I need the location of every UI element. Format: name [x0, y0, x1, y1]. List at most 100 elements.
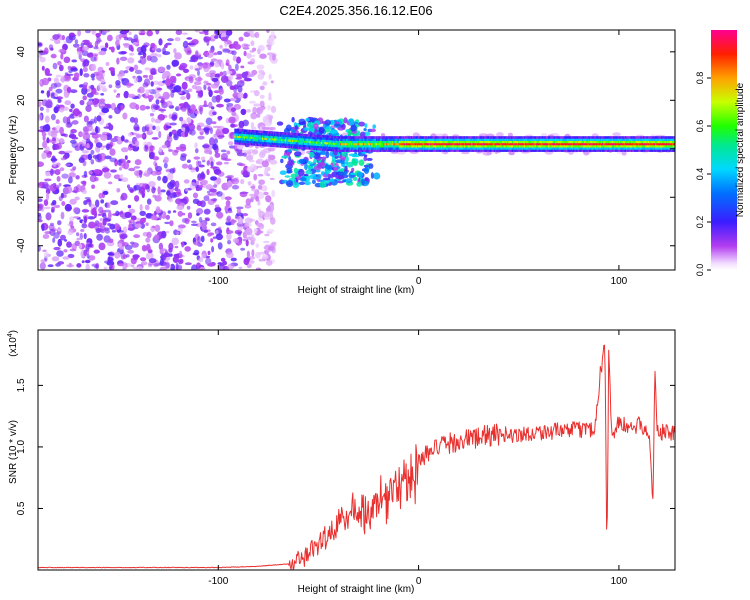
- heatmap-cell: [513, 140, 515, 144]
- heatmap-cell: [647, 142, 650, 146]
- heatmap-cell: [485, 140, 488, 144]
- heatmap-cell: [473, 142, 476, 146]
- heatmap-cell: [251, 69, 258, 76]
- heatmap-cell: [528, 144, 531, 148]
- heatmap-cell: [602, 149, 604, 152]
- heatmap-cell: [120, 192, 128, 201]
- heatmap-cell: [241, 135, 244, 139]
- heatmap-cell: [423, 142, 425, 146]
- heatmap-cell: [264, 130, 266, 134]
- heatmap-cell: [491, 140, 494, 144]
- heatmap-cell: [605, 140, 608, 144]
- heatmap-cell: [130, 215, 137, 221]
- heatmap-cell: [453, 136, 455, 139]
- heatmap-cell: [539, 142, 542, 146]
- heatmap-cell: [79, 132, 86, 137]
- heatmap-cell: [100, 78, 106, 84]
- heatmap-cell: [281, 134, 283, 137]
- heatmap-cell: [91, 101, 98, 106]
- heatmap-cell: [468, 140, 471, 144]
- heatmap-cell: [296, 139, 299, 143]
- heatmap-cell: [556, 144, 558, 148]
- heatmap-cell: [454, 142, 456, 146]
- heatmap-cell: [633, 136, 635, 139]
- heatmap-cell: [177, 224, 186, 229]
- heatmap-cell: [459, 136, 461, 139]
- heatmap-cell: [213, 184, 218, 188]
- heatmap-cell: [332, 148, 335, 152]
- heatmap-cell: [585, 144, 587, 148]
- heatmap-cell: [368, 147, 371, 150]
- heatmap-cell: [247, 140, 250, 144]
- heatmap-cell: [264, 135, 266, 138]
- heatmap-cell: [108, 115, 113, 119]
- heatmap-cell: [298, 158, 306, 164]
- heatmap-cell: [662, 149, 664, 152]
- heatmap-cell: [313, 138, 316, 142]
- heatmap-cell: [412, 136, 414, 139]
- heatmap-cell: [507, 140, 509, 144]
- heatmap-cell: [96, 228, 105, 232]
- heatmap-cell: [587, 138, 590, 141]
- heatmap-cell: [205, 117, 213, 126]
- heatmap-cell: [158, 242, 164, 251]
- heatmap-cell: [636, 149, 639, 152]
- heatmap-cell: [534, 142, 537, 146]
- heatmap-cell: [98, 242, 106, 251]
- heatmap-cell: [214, 35, 219, 39]
- heatmap-cell: [567, 149, 569, 152]
- heatmap-cell: [306, 138, 308, 141]
- heatmap-cell: [491, 144, 494, 148]
- heatmap-cell: [462, 144, 465, 148]
- heatmap-cell: [363, 167, 370, 174]
- heatmap-cell: [592, 138, 595, 141]
- heatmap-cell: [214, 204, 220, 208]
- heatmap-cell: [237, 231, 242, 236]
- heatmap-cell: [618, 136, 621, 139]
- heatmap-cell: [645, 149, 647, 152]
- heatmap-cell: [186, 117, 192, 124]
- heatmap-cell: [471, 147, 473, 150]
- heatmap-cell: [636, 142, 639, 146]
- heatmap-cell: [505, 136, 508, 139]
- heatmap-cell: [329, 142, 331, 145]
- heatmap-cell: [104, 103, 112, 107]
- heatmap-cell: [507, 136, 509, 139]
- heatmap-cell: [497, 142, 500, 146]
- heatmap-cell: [668, 136, 670, 139]
- heatmap-cell: [44, 178, 52, 182]
- heatmap-cell: [586, 144, 589, 148]
- heatmap-cell: [390, 140, 393, 144]
- heatmap-cell: [298, 137, 300, 141]
- heatmap-cell: [360, 178, 365, 186]
- heatmap-cell: [316, 134, 318, 138]
- heatmap-cell: [258, 134, 260, 138]
- heatmap-cell: [282, 145, 284, 148]
- heatmap-cell: [504, 147, 507, 150]
- heatmap-cell: [82, 39, 90, 43]
- heatmap-cell: [641, 140, 644, 144]
- heatmap-cell: [530, 140, 532, 144]
- heatmap-cell: [531, 147, 533, 150]
- heatmap-cell: [560, 136, 562, 139]
- heatmap-cell: [665, 140, 668, 144]
- heatmap-cell: [580, 149, 583, 152]
- heatmap-cell: [261, 160, 269, 168]
- heatmap-cell: [596, 144, 598, 148]
- heatmap-cell: [195, 85, 202, 92]
- heatmap-cell: [526, 144, 528, 148]
- heatmap-cell: [429, 144, 431, 148]
- heatmap-cell: [82, 85, 88, 90]
- heatmap-cell: [419, 142, 421, 146]
- heatmap-cell: [129, 52, 135, 56]
- heatmap-cell: [200, 235, 205, 243]
- heatmap-cell: [264, 141, 266, 145]
- heatmap-cell: [567, 147, 569, 150]
- heatmap-cell: [621, 147, 623, 150]
- heatmap-cell: [341, 151, 347, 157]
- heatmap-cell: [366, 149, 369, 152]
- heatmap-cell: [568, 149, 570, 152]
- heatmap-cell: [594, 142, 597, 146]
- heatmap-cell: [150, 52, 159, 58]
- heatmap-cell: [520, 147, 522, 150]
